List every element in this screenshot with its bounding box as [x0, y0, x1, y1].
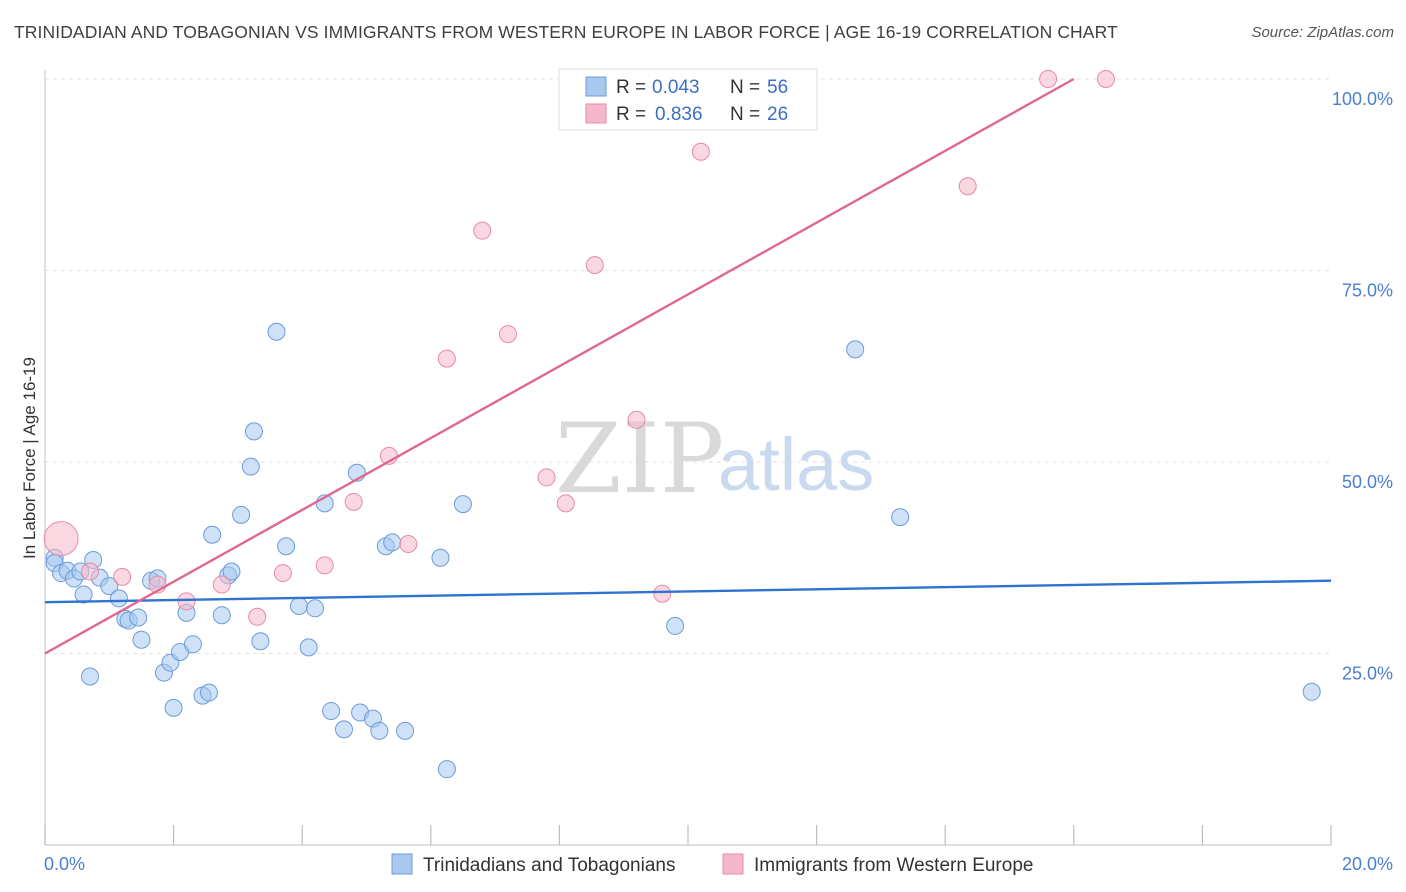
point-trinidadians [203, 525, 222, 544]
point-western-europe [315, 556, 334, 575]
legend-label-trinidadians: Trinidadians and Tobagonians [423, 855, 675, 876]
stats-legend-r-value-2: 0.836 [655, 104, 703, 125]
point-trinidadians [267, 322, 286, 341]
point-trinidadians [334, 720, 353, 739]
source-label: Source: ZipAtlas.com [1251, 24, 1394, 41]
point-trinidadians [109, 589, 128, 608]
point-trinidadians [453, 495, 472, 514]
y-axis-title: In Labor Force | Age 16-19 [20, 357, 39, 559]
point-western-europe [473, 221, 492, 240]
point-trinidadians [431, 548, 450, 567]
point-trinidadians [289, 597, 308, 616]
stats-legend-swatch-pink [585, 103, 607, 124]
trend-lines [44, 77, 1332, 655]
point-western-europe [437, 349, 456, 368]
point-western-europe [81, 562, 100, 581]
point-trinidadians [129, 608, 148, 627]
y-tick-label: 75.0% [1342, 281, 1393, 301]
point-trinidadians [244, 422, 263, 441]
point-western-europe [113, 567, 132, 586]
point-western-europe [1096, 70, 1115, 88]
y-tick-label: 100.0% [1332, 89, 1393, 109]
stats-legend-r-label-2: R = [616, 104, 646, 125]
point-western-europe [212, 575, 231, 594]
point-western-europe [556, 494, 575, 513]
point-trinidadians [100, 577, 119, 596]
bottom-legend: Trinidadians and Tobagonians Immigrants … [391, 853, 1033, 876]
point-western-europe [585, 256, 604, 275]
point-trinidadians [437, 760, 456, 779]
point-western-europe [248, 607, 267, 626]
point-trinidadians [222, 562, 241, 581]
point-western-europe [653, 584, 672, 603]
point-trinidadians [81, 667, 100, 686]
point-western-europe [537, 468, 556, 487]
point-trinidadians [183, 635, 202, 654]
point-western-europe [177, 592, 196, 611]
point-trinidadians [846, 340, 865, 359]
stats-legend-n-label-1: N = [730, 77, 760, 98]
x-tick-labels: 0.0% 20.0% [44, 854, 1393, 874]
point-trinidadians [251, 632, 270, 651]
legend-swatch-trinidadians [391, 853, 413, 875]
y-tick-label: 50.0% [1342, 472, 1393, 492]
point-trinidadians [277, 537, 296, 556]
point-trinidadians [241, 457, 260, 476]
point-trinidadians [232, 505, 251, 524]
trendline-trinidadians [44, 579, 1332, 604]
stats-legend-n-value-1: 56 [767, 77, 788, 98]
point-western-europe [498, 325, 517, 344]
stats-legend: R = 0.043 N = 56 R = 0.836 N = 26 [558, 68, 818, 131]
legend-label-western-europe: Immigrants from Western Europe [754, 855, 1033, 876]
stats-legend-r-value-1: 0.043 [652, 77, 700, 98]
y-tick-label: 25.0% [1342, 664, 1393, 684]
watermark-atlas: atlas [718, 423, 874, 506]
point-trinidadians [396, 721, 415, 740]
point-western-europe [344, 492, 363, 511]
stats-legend-swatch-blue [585, 76, 607, 97]
point-trinidadians [891, 508, 910, 527]
point-western-europe [273, 564, 292, 583]
legend-swatch-western-europe [722, 853, 744, 875]
trendline-western-europe [44, 77, 1075, 655]
x-tick-label: 20.0% [1342, 854, 1393, 874]
point-trinidadians [322, 701, 341, 720]
point-trinidadians [212, 606, 231, 625]
point-trinidadians [306, 599, 325, 618]
point-trinidadians [1302, 682, 1321, 701]
point-trinidadians [132, 630, 151, 649]
point-trinidadians [383, 533, 402, 552]
point-western-europe [958, 177, 977, 196]
point-western-europe [627, 410, 646, 429]
stats-legend-n-label-2: N = [730, 104, 760, 125]
x-tick-label: 0.0% [44, 854, 85, 874]
point-trinidadians [164, 698, 183, 717]
point-trinidadians [199, 683, 218, 702]
point-trinidadians [370, 721, 389, 740]
stats-legend-n-value-2: 26 [767, 104, 788, 125]
y-tick-labels: 25.0% 50.0% 75.0% 100.0% [1332, 89, 1393, 684]
point-trinidadians [666, 616, 685, 635]
chart-title: TRINIDADIAN AND TOBAGONIAN VS IMMIGRANTS… [14, 22, 1118, 42]
point-western-europe [1039, 70, 1058, 88]
axes [44, 70, 1332, 846]
point-trinidadians [299, 638, 318, 657]
point-western-europe [43, 521, 79, 557]
point-western-europe [399, 534, 418, 553]
point-western-europe [691, 142, 710, 161]
point-trinidadians [74, 585, 93, 604]
stats-legend-r-label-1: R = [616, 77, 646, 98]
